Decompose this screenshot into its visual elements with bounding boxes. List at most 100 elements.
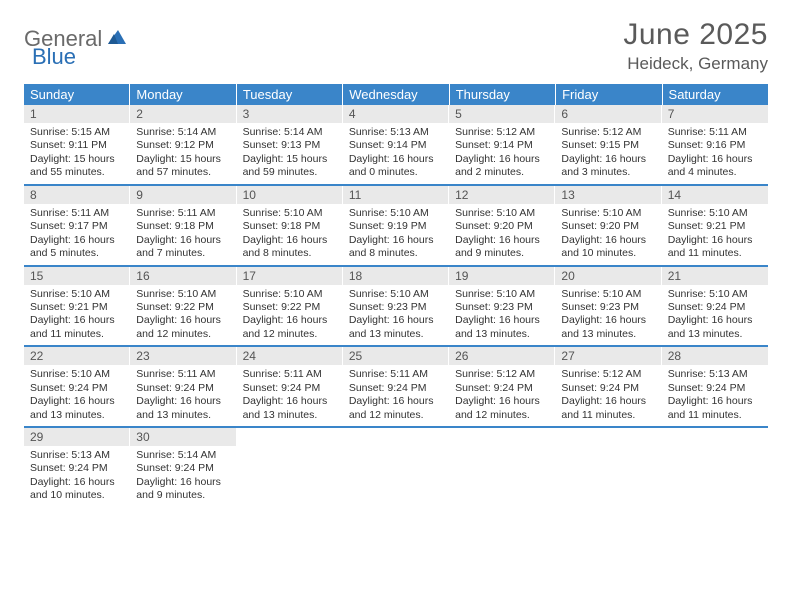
calendar-day: 1Sunrise: 5:15 AMSunset: 9:11 PMDaylight… xyxy=(24,105,130,184)
calendar-day: .... xyxy=(449,428,555,507)
day-header-row: SundayMondayTuesdayWednesdayThursdayFrid… xyxy=(24,84,768,105)
calendar-week: 1Sunrise: 5:15 AMSunset: 9:11 PMDaylight… xyxy=(24,105,768,186)
calendar-day: 26Sunrise: 5:12 AMSunset: 9:24 PMDayligh… xyxy=(449,347,555,426)
calendar-day: 4Sunrise: 5:13 AMSunset: 9:14 PMDaylight… xyxy=(343,105,449,184)
calendar-day: 6Sunrise: 5:12 AMSunset: 9:15 PMDaylight… xyxy=(555,105,661,184)
calendar-day: 22Sunrise: 5:10 AMSunset: 9:24 PMDayligh… xyxy=(24,347,130,426)
day-number: 1 xyxy=(24,105,130,123)
day-number: 8 xyxy=(24,186,130,204)
day-details: Sunrise: 5:10 AMSunset: 9:23 PMDaylight:… xyxy=(449,285,555,342)
calendar-day: 25Sunrise: 5:11 AMSunset: 9:24 PMDayligh… xyxy=(343,347,449,426)
sunset-line: Sunset: 9:21 PM xyxy=(30,301,124,314)
sunset-line: Sunset: 9:24 PM xyxy=(455,382,549,395)
calendar-day: .... xyxy=(237,428,343,507)
day-number: 23 xyxy=(130,347,236,365)
day-number: 19 xyxy=(449,267,555,285)
sunset-line: Sunset: 9:22 PM xyxy=(243,301,337,314)
sunset-line: Sunset: 9:21 PM xyxy=(668,220,762,233)
sunset-line: Sunset: 9:22 PM xyxy=(136,301,230,314)
sunset-line: Sunset: 9:18 PM xyxy=(136,220,230,233)
day-details: Sunrise: 5:10 AMSunset: 9:20 PMDaylight:… xyxy=(449,204,555,261)
calendar-week: 15 Sunrise: 5:10 AM Sunset: 9:21 PM Dayligh… xyxy=(24,267,768,348)
sunset-line: Sunset: 9:13 PM xyxy=(243,139,337,152)
calendar-day: 2Sunrise: 5:14 AMSunset: 9:12 PMDaylight… xyxy=(130,105,236,184)
daylight-line: Daylight: 16 hours and 12 minutes. xyxy=(455,395,549,422)
calendar-day: 24Sunrise: 5:11 AMSunset: 9:24 PMDayligh… xyxy=(237,347,343,426)
sunrise-line: Sunrise: 5:11 AM xyxy=(349,368,443,381)
daylight-line: Daylight: 15 hours and 59 minutes. xyxy=(243,153,337,180)
sunset-line: Sunset: 9:12 PM xyxy=(136,139,230,152)
sunset-line: Sunset: 9:24 PM xyxy=(30,382,124,395)
calendar-day: .... xyxy=(555,428,661,507)
day-number: 5 xyxy=(449,105,555,123)
sunset-line: Sunset: 9:14 PM xyxy=(349,139,443,152)
sunrise-line: Sunrise: 5:10 AM xyxy=(30,368,124,381)
daylight-line: Daylight: 16 hours and 8 minutes. xyxy=(349,234,443,261)
day-details: Sunrise: 5:10 AMSunset: 9:23 PMDaylight:… xyxy=(555,285,661,342)
calendar-day: 3Sunrise: 5:14 AMSunset: 9:13 PMDaylight… xyxy=(237,105,343,184)
daylight-line: Daylight: 16 hours and 11 minutes. xyxy=(561,395,655,422)
day-header: Friday xyxy=(556,84,662,105)
sunrise-line: Sunrise: 5:10 AM xyxy=(349,207,443,220)
sunrise-line: Sunrise: 5:10 AM xyxy=(561,207,655,220)
day-details: Sunrise: 5:11 AMSunset: 9:24 PMDaylight:… xyxy=(237,365,343,422)
day-details: Sunrise: 5:11 AMSunset: 9:16 PMDaylight:… xyxy=(662,123,768,180)
day-number: 18 xyxy=(343,267,449,285)
sunrise-line: Sunrise: 5:14 AM xyxy=(136,126,230,139)
day-details: Sunrise: 5:11 AMSunset: 9:24 PMDaylight:… xyxy=(130,365,236,422)
day-details: Sunrise: 5:11 AMSunset: 9:17 PMDaylight:… xyxy=(24,204,130,261)
calendar-day: 21Sunrise: 5:10 AMSunset: 9:24 PMDayligh… xyxy=(662,267,768,346)
day-number: 29 xyxy=(24,428,130,446)
sunset-line: Sunset: 9:24 PM xyxy=(30,462,124,475)
logo-sail-icon xyxy=(106,28,128,51)
sunset-line: Sunset: 9:24 PM xyxy=(243,382,337,395)
day-details: Sunrise: 5:10 AMSunset: 9:18 PMDaylight:… xyxy=(237,204,343,261)
sunrise-line: Sunrise: 5:10 AM xyxy=(668,288,762,301)
day-number: 28 xyxy=(662,347,768,365)
sunset-line: Sunset: 9:23 PM xyxy=(561,301,655,314)
day-details: Sunrise: 5:10 AMSunset: 9:19 PMDaylight:… xyxy=(343,204,449,261)
calendar-week: 8Sunrise: 5:11 AMSunset: 9:17 PMDaylight… xyxy=(24,186,768,267)
sunrise-line: Sunrise: 5:15 AM xyxy=(30,126,124,139)
calendar-day: 27Sunrise: 5:12 AMSunset: 9:24 PMDayligh… xyxy=(555,347,661,426)
day-details: Sunrise: 5:10 AMSunset: 9:24 PMDaylight:… xyxy=(24,365,130,422)
day-number: 13 xyxy=(555,186,661,204)
header: General June 2025 Heideck, Germany xyxy=(24,18,768,74)
day-details: Sunrise: 5:12 AMSunset: 9:24 PMDaylight:… xyxy=(449,365,555,422)
daylight-line: Daylight: 16 hours and 12 minutes. xyxy=(136,314,230,341)
daylight-line: Daylight: 16 hours and 0 minutes. xyxy=(349,153,443,180)
day-number: 15 xyxy=(24,267,130,285)
calendar-day: 28Sunrise: 5:13 AMSunset: 9:24 PMDayligh… xyxy=(662,347,768,426)
day-details: Sunrise: 5:10 AMSunset: 9:23 PMDaylight:… xyxy=(343,285,449,342)
daylight-line: Daylight: 16 hours and 9 minutes. xyxy=(455,234,549,261)
month-title: June 2025 xyxy=(623,18,768,52)
day-details: Sunrise: 5:12 AMSunset: 9:14 PMDaylight:… xyxy=(449,123,555,180)
day-number: 14 xyxy=(662,186,768,204)
sunrise-line: Sunrise: 5:10 AM xyxy=(136,288,230,301)
calendar-day: 20Sunrise: 5:10 AMSunset: 9:23 PMDayligh… xyxy=(555,267,661,346)
calendar-day: 23Sunrise: 5:11 AMSunset: 9:24 PMDayligh… xyxy=(130,347,236,426)
daylight-line: Daylight: 16 hours and 7 minutes. xyxy=(136,234,230,261)
sunset-line: Sunset: 9:24 PM xyxy=(136,462,230,475)
daylight-line: Daylight: 16 hours and 4 minutes. xyxy=(668,153,762,180)
sunrise-line: Sunrise: 5:10 AM xyxy=(243,288,337,301)
day-details: Sunrise: 5:12 AMSunset: 9:24 PMDaylight:… xyxy=(555,365,661,422)
sunrise-line: Sunrise: 5:12 AM xyxy=(455,126,549,139)
day-details: Sunrise: 5:13 AMSunset: 9:24 PMDaylight:… xyxy=(662,365,768,422)
calendar-day: .... xyxy=(343,428,449,507)
sunset-line: Sunset: 9:19 PM xyxy=(349,220,443,233)
title-block: June 2025 Heideck, Germany xyxy=(623,18,768,74)
day-number: 27 xyxy=(555,347,661,365)
day-number: 22 xyxy=(24,347,130,365)
sunset-line: Sunset: 9:16 PM xyxy=(668,139,762,152)
day-details: Sunrise: 5:14 AMSunset: 9:12 PMDaylight:… xyxy=(130,123,236,180)
daylight-line: Daylight: 16 hours and 10 minutes. xyxy=(30,476,124,503)
sunset-line: Sunset: 9:18 PM xyxy=(243,220,337,233)
calendar-day: 7Sunrise: 5:11 AMSunset: 9:16 PMDaylight… xyxy=(662,105,768,184)
day-number: 26 xyxy=(449,347,555,365)
daylight-line: Daylight: 16 hours and 8 minutes. xyxy=(243,234,337,261)
sunset-line: Sunset: 9:24 PM xyxy=(668,301,762,314)
sunset-line: Sunset: 9:17 PM xyxy=(30,220,124,233)
sunrise-line: Sunrise: 5:12 AM xyxy=(561,126,655,139)
sunrise-line: Sunrise: 5:10 AM xyxy=(455,288,549,301)
